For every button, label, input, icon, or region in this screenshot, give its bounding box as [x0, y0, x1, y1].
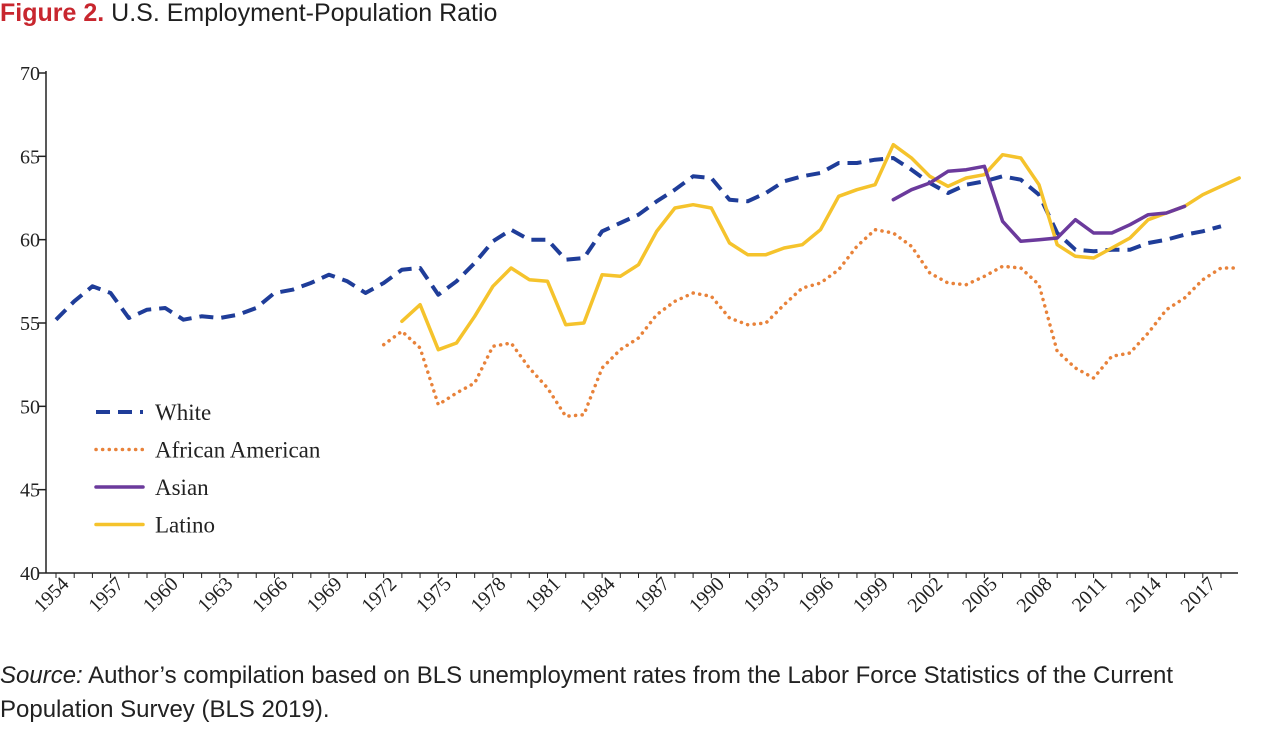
x-tick-label: 1966 — [248, 573, 292, 617]
x-tick-label: 1975 — [412, 573, 456, 617]
x-tick-label: 1993 — [740, 573, 784, 617]
series-line-white — [54, 156, 1222, 322]
x-tick-label: 2017 — [1176, 573, 1220, 617]
legend-label: White — [155, 400, 211, 425]
x-tick-label: 2011 — [1068, 573, 1111, 616]
x-tick-label: 1963 — [194, 573, 238, 617]
source-label: Source: — [0, 662, 83, 689]
x-tick-label: 2002 — [903, 573, 947, 617]
x-tick-label: 1972 — [357, 573, 401, 617]
source-text: Author’s compilation based on BLS unempl… — [0, 662, 1174, 723]
x-tick-label: 1978 — [467, 573, 511, 617]
legend-label: African American — [155, 438, 321, 463]
x-tick-label: 2008 — [1013, 573, 1057, 617]
y-tick-label: 60 — [20, 230, 40, 252]
legend-label: Latino — [155, 513, 215, 538]
x-tick-label: 2014 — [1122, 573, 1166, 617]
y-tick-label: 40 — [20, 563, 40, 585]
x-tick-label: 1981 — [521, 573, 565, 617]
legend-label: Asian — [155, 475, 209, 500]
chart-legend: White African American Asian Latino — [94, 400, 321, 538]
x-tick-label: 2005 — [958, 573, 1002, 617]
y-tick-label: 65 — [20, 146, 40, 168]
figure-title-text: U.S. Employment-Population Ratio — [111, 0, 498, 27]
x-tick-label: 1969 — [303, 573, 347, 617]
y-tick-label: 45 — [20, 480, 40, 502]
x-tick-label: 1984 — [576, 573, 620, 617]
x-tick-label: 1990 — [685, 573, 729, 617]
x-tick-label: 1987 — [630, 573, 674, 617]
series-line-african-american — [381, 227, 1241, 419]
x-tick-label: 1957 — [84, 573, 128, 617]
series-line-asian — [891, 164, 1187, 244]
series-line-latino — [400, 142, 1241, 352]
x-tick-label: 1996 — [794, 573, 838, 617]
figure-number: Figure 2. — [0, 0, 105, 27]
x-tick-label: 1999 — [849, 573, 893, 617]
y-tick-label: 50 — [20, 396, 40, 418]
y-tick-label: 55 — [20, 313, 40, 335]
figure-title: Figure 2. U.S. Employment-Population Rat… — [0, 0, 497, 28]
chart-series — [54, 142, 1241, 419]
y-tick-label: 70 — [20, 63, 40, 85]
x-tick-label: 1960 — [139, 573, 183, 617]
source-note: Source: Author’s compilation based on BL… — [0, 659, 1280, 727]
